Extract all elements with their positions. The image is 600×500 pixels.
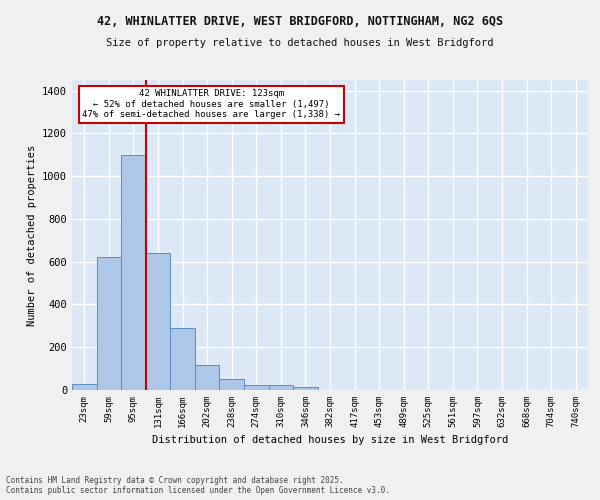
Bar [97, 258, 121, 390]
Bar [121, 155, 146, 390]
Bar [195, 365, 220, 390]
X-axis label: Distribution of detached houses by size in West Bridgford: Distribution of detached houses by size … [152, 436, 508, 446]
Bar [293, 387, 318, 390]
Text: 42 WHINLATTER DRIVE: 123sqm
← 52% of detached houses are smaller (1,497)
47% of : 42 WHINLATTER DRIVE: 123sqm ← 52% of det… [82, 90, 340, 119]
Text: 42, WHINLATTER DRIVE, WEST BRIDGFORD, NOTTINGHAM, NG2 6QS: 42, WHINLATTER DRIVE, WEST BRIDGFORD, NO… [97, 15, 503, 28]
Bar [269, 386, 293, 390]
Bar [244, 384, 269, 390]
Bar [72, 384, 97, 390]
Bar [220, 380, 244, 390]
Bar [170, 328, 195, 390]
Text: Size of property relative to detached houses in West Bridgford: Size of property relative to detached ho… [106, 38, 494, 48]
Y-axis label: Number of detached properties: Number of detached properties [26, 144, 37, 326]
Bar [146, 253, 170, 390]
Text: Contains HM Land Registry data © Crown copyright and database right 2025.
Contai: Contains HM Land Registry data © Crown c… [6, 476, 390, 495]
